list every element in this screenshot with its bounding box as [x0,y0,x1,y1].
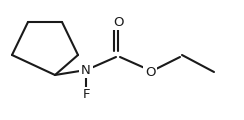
Text: N: N [81,63,91,77]
Text: F: F [82,89,90,102]
Text: O: O [145,66,155,78]
Text: O: O [113,15,123,29]
